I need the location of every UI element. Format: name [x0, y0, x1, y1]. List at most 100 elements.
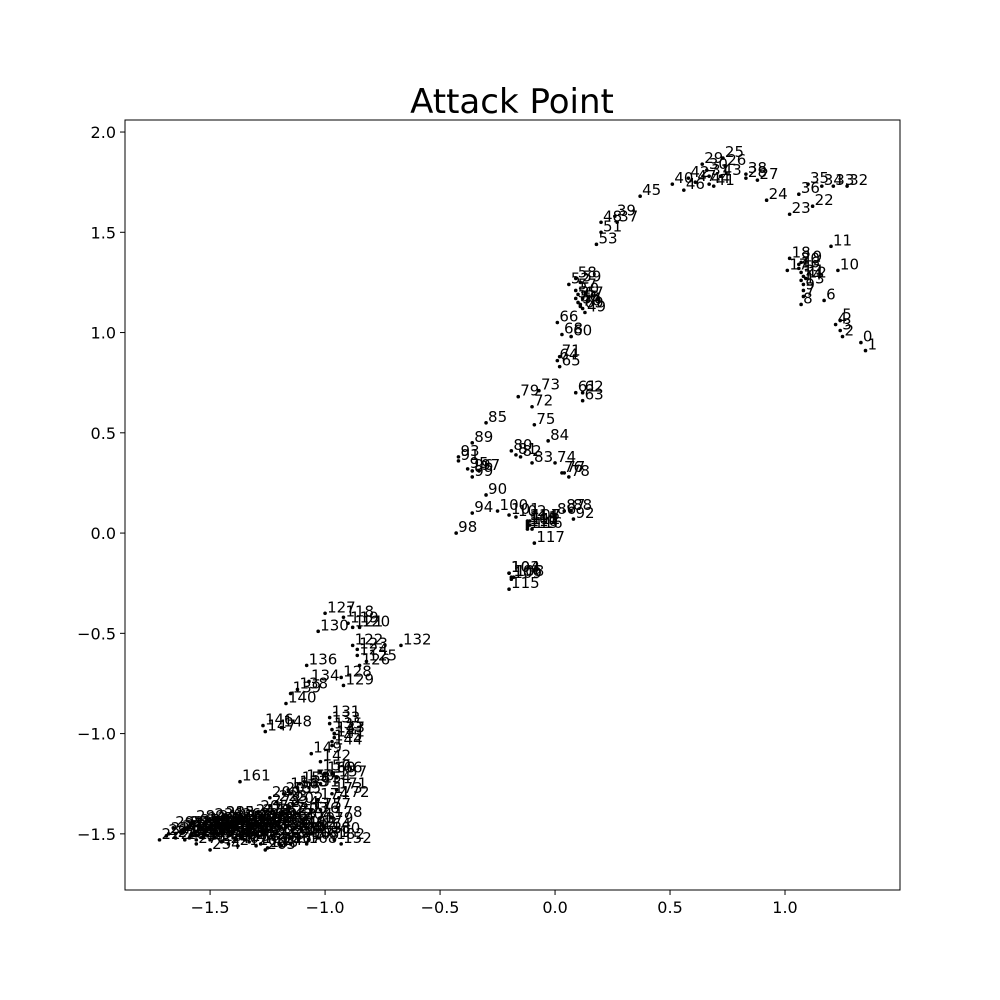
- data-point: [801, 288, 806, 293]
- data-point: [339, 842, 343, 846]
- data-point-label: 83: [534, 448, 553, 466]
- data-point: [456, 459, 461, 463]
- data-point: [330, 739, 334, 744]
- data-point-label: 145: [334, 727, 363, 745]
- data-point-label: 252: [260, 821, 289, 839]
- data-point: [686, 176, 691, 180]
- data-point: [599, 220, 603, 225]
- data-point: [507, 513, 511, 517]
- data-point: [318, 781, 323, 786]
- data-point: [787, 212, 792, 217]
- data-point-label: 147: [267, 717, 296, 735]
- data-point-label: 191: [251, 813, 280, 831]
- data-point-label: 227: [265, 813, 294, 831]
- data-point-label: 7: [805, 281, 815, 299]
- data-point-label: 251: [270, 805, 299, 823]
- data-point: [199, 826, 203, 830]
- data-point-label: 43: [723, 161, 742, 179]
- data-point: [573, 276, 578, 281]
- data-point: [210, 818, 215, 822]
- data-point-label: 203: [299, 799, 328, 817]
- data-point-label: 162: [309, 813, 338, 831]
- data-point-label: 202: [295, 789, 324, 807]
- data-point: [288, 842, 293, 846]
- data-point: [307, 785, 311, 790]
- data-point-label: 160: [327, 759, 356, 777]
- data-point: [339, 675, 343, 680]
- data-point: [258, 824, 263, 828]
- data-point-label: 19: [803, 247, 822, 265]
- data-point-label: 179: [325, 809, 354, 827]
- x-tick-label: −1.0: [306, 898, 345, 917]
- data-point: [272, 838, 277, 842]
- data-point: [456, 455, 461, 459]
- data-point: [332, 838, 337, 842]
- data-point-label: 151: [311, 773, 340, 791]
- data-point: [615, 220, 619, 225]
- data-point: [272, 812, 277, 816]
- data-point: [682, 188, 686, 192]
- data-point-label: 281: [247, 819, 276, 837]
- y-tick-label: 0.0: [91, 524, 116, 543]
- data-point: [514, 515, 518, 519]
- data-point-label: 282: [237, 825, 266, 843]
- data-point-label: 239: [194, 821, 223, 839]
- data-point-label: 192: [244, 807, 273, 825]
- data-point-label: 81: [518, 440, 537, 458]
- data-point-label: 48: [603, 207, 622, 225]
- data-point-label: 84: [550, 426, 569, 444]
- data-point: [235, 826, 240, 830]
- data-point: [580, 296, 585, 301]
- data-point: [205, 834, 210, 838]
- data-point-label: 56: [580, 287, 599, 305]
- data-point-label: 163: [313, 819, 342, 837]
- data-point: [235, 844, 240, 848]
- x-tick-label: 0.5: [657, 898, 682, 917]
- data-point-label: 157: [339, 763, 368, 781]
- data-point-label: 118: [345, 602, 374, 620]
- data-point-label: 146: [265, 711, 294, 729]
- data-point-label: 60: [573, 322, 592, 340]
- data-point-label: 149: [313, 739, 342, 757]
- data-point: [594, 242, 599, 247]
- data-point-label: 101: [511, 500, 540, 518]
- data-point-label: 120: [362, 612, 391, 630]
- data-point-label: 212: [233, 809, 262, 827]
- data-point: [270, 834, 274, 838]
- data-point-label: 112: [532, 510, 561, 528]
- data-point-label: 266: [258, 831, 287, 849]
- data-point-label: 265: [267, 835, 296, 853]
- data-point: [525, 527, 530, 531]
- data-point: [799, 278, 803, 283]
- data-point-label: 0: [863, 328, 873, 346]
- data-point: [307, 838, 311, 842]
- data-point: [845, 184, 849, 188]
- data-point: [711, 184, 716, 188]
- data-point: [707, 182, 711, 186]
- data-point-label: 173: [334, 779, 363, 797]
- data-point-label: 22: [815, 191, 834, 209]
- data-point: [341, 683, 346, 688]
- data-point-label: 99: [474, 462, 493, 480]
- data-point-label: 100: [500, 496, 529, 514]
- data-point-label: 47: [697, 167, 716, 185]
- y-tick-label: 1.5: [91, 223, 116, 242]
- data-point: [279, 814, 284, 818]
- data-point-label: 70: [582, 291, 601, 309]
- data-point: [718, 174, 723, 178]
- data-point: [307, 679, 311, 684]
- data-point: [532, 422, 537, 427]
- data-point: [187, 836, 192, 840]
- data-point-label: 135: [334, 715, 363, 733]
- data-point: [557, 364, 562, 369]
- data-point-label: 275: [191, 823, 220, 841]
- data-point-label: 261: [187, 825, 216, 843]
- data-point-label: 126: [362, 650, 391, 668]
- data-point-label: 29: [704, 149, 723, 167]
- y-tick-label: −0.5: [77, 624, 116, 643]
- data-point-label: 132: [403, 630, 432, 648]
- data-point-label: 272: [212, 813, 241, 831]
- data-point: [279, 844, 284, 848]
- data-point-label: 288: [203, 813, 232, 831]
- data-point-label: 189: [263, 829, 292, 847]
